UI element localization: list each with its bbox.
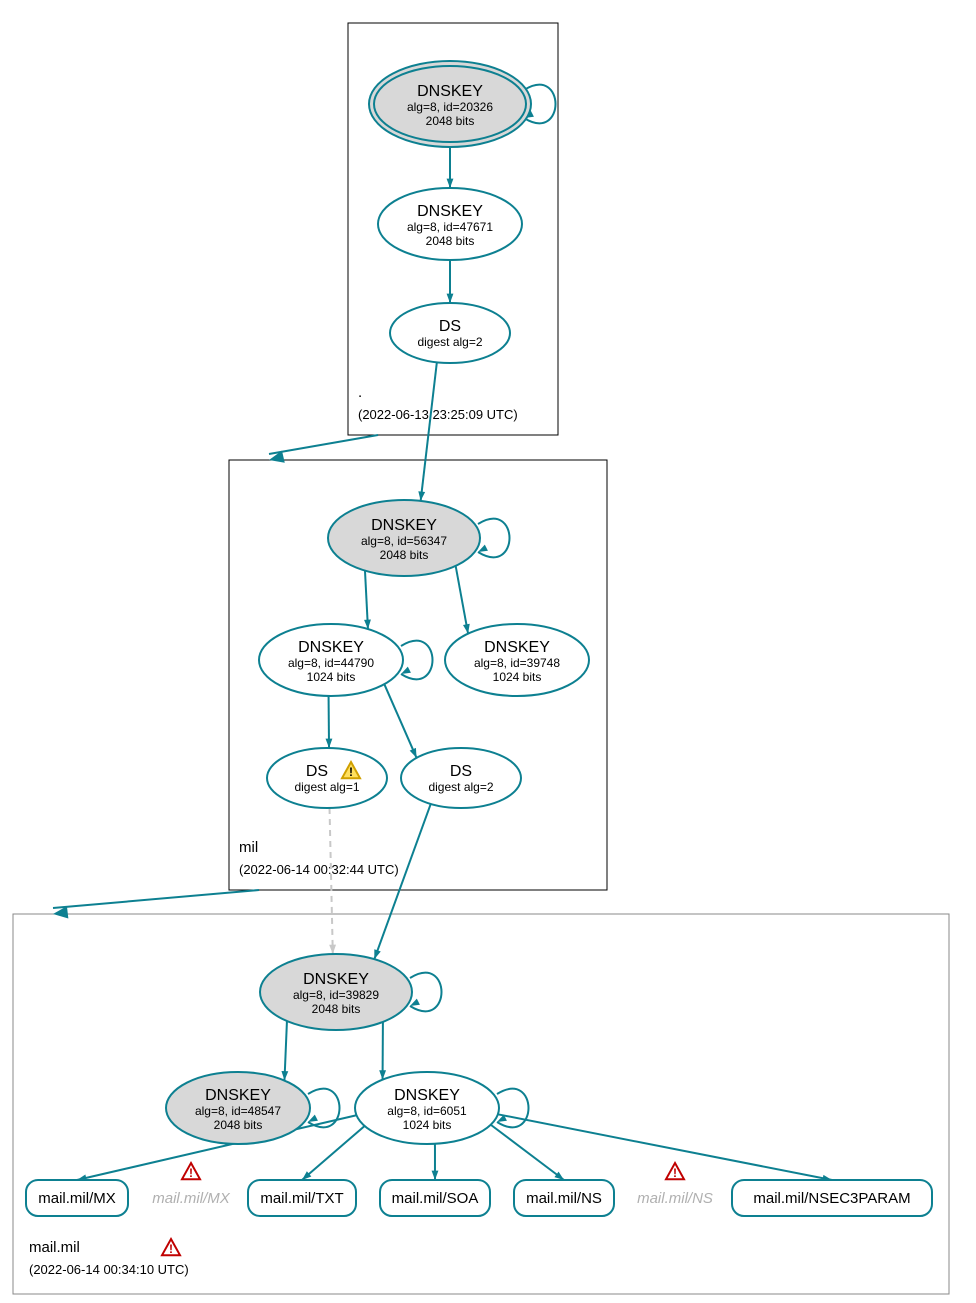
edge (374, 804, 430, 959)
rr_mx: mail.mil/MX (26, 1180, 128, 1216)
zone-delegation-edge (269, 435, 378, 454)
node-line3: 2048 bits (214, 1118, 263, 1132)
rr_soa: mail.mil/SOA (380, 1180, 490, 1216)
node-title: DNSKEY (394, 1087, 460, 1104)
node-line2: alg=8, id=39829 (293, 988, 379, 1002)
node-line2: alg=8, id=56347 (361, 534, 447, 548)
node-line3: 2048 bits (426, 114, 475, 128)
node-title: DNSKEY (303, 971, 369, 988)
node-line2: alg=8, id=6051 (387, 1104, 467, 1118)
node-line2: alg=8, id=48547 (195, 1104, 281, 1118)
svg-text:!: ! (189, 1166, 193, 1180)
node-mm_zsk1: DNSKEYalg=8, id=485472048 bits (166, 1072, 310, 1144)
zone-label: . (358, 384, 362, 401)
rr_mx2: mail.mil/MX! (152, 1163, 230, 1207)
rr-label: mail.mil/SOA (392, 1190, 479, 1207)
node-mil_zsk1: DNSKEYalg=8, id=447901024 bits (259, 624, 403, 696)
node-line3: 2048 bits (312, 1002, 361, 1016)
node-line2: alg=8, id=39748 (474, 656, 560, 670)
edge-selfloop (497, 1089, 529, 1128)
zone-label: mail.mil (29, 1239, 80, 1256)
edge-selfloop (308, 1089, 340, 1128)
node-line2: digest alg=2 (428, 780, 493, 794)
node-title: DNSKEY (417, 83, 483, 100)
edge-selfloop (478, 519, 510, 558)
node-title: DNSKEY (205, 1087, 271, 1104)
warning-icon: ! (182, 1163, 200, 1180)
warning-icon: ! (666, 1163, 684, 1180)
node-line2: alg=8, id=47671 (407, 220, 493, 234)
dnssec-graph: . (2022-06-13 23:25:09 UTC) mil (2022-06-14… (0, 0, 976, 1303)
edge-selfloop (401, 641, 433, 680)
zone-timestamp: (2022-06-13 23:25:09 UTC) (358, 407, 518, 422)
node-line2: alg=8, id=44790 (288, 656, 374, 670)
node-title: DS (439, 318, 461, 335)
edge (491, 1125, 564, 1180)
node-line2: digest alg=1 (294, 780, 359, 794)
node-line3: 1024 bits (307, 670, 356, 684)
rr_nsec3: mail.mil/NSEC3PARAM (732, 1180, 932, 1216)
rr-label: mail.mil/NSEC3PARAM (753, 1190, 910, 1207)
edge (421, 362, 437, 501)
rr-label: mail.mil/MX (152, 1190, 230, 1207)
node-title: DNSKEY (484, 639, 550, 656)
svg-text:!: ! (169, 1242, 173, 1256)
node-root_ds: DSdigest alg=2 (390, 303, 510, 363)
node-line3: 2048 bits (380, 548, 429, 562)
node-mm_zsk2: DNSKEYalg=8, id=60511024 bits (355, 1072, 499, 1144)
rr_txt: mail.mil/TXT (248, 1180, 356, 1216)
rr-label: mail.mil/NS (526, 1190, 602, 1207)
zone-timestamp: (2022-06-14 00:32:44 UTC) (239, 862, 399, 877)
node-mil_ds2: DSdigest alg=2 (401, 748, 521, 808)
edge (384, 684, 416, 758)
edge (302, 1126, 365, 1180)
node-line3: 1024 bits (403, 1118, 452, 1132)
svg-text:!: ! (673, 1166, 677, 1180)
node-line2: alg=8, id=20326 (407, 100, 493, 114)
rr-label: mail.mil/NS (637, 1190, 713, 1207)
node-title: DNSKEY (371, 517, 437, 534)
node-mil_ksk: DNSKEYalg=8, id=563472048 bits (328, 500, 480, 576)
rr_ns: mail.mil/NS (514, 1180, 614, 1216)
node-title: DNSKEY (417, 203, 483, 220)
warning-icon: ! (162, 1239, 180, 1256)
node-title: DS (450, 763, 472, 780)
node-mm_ksk: DNSKEYalg=8, id=398292048 bits (260, 954, 412, 1030)
node-title: DNSKEY (298, 639, 364, 656)
rr-label: mail.mil/MX (38, 1190, 116, 1207)
node-mil_zsk2: DNSKEYalg=8, id=397481024 bits (445, 624, 589, 696)
node-root_zsk: DNSKEYalg=8, id=476712048 bits (378, 188, 522, 260)
node-root_ksk: DNSKEYalg=8, id=203262048 bits (369, 61, 531, 147)
zone-delegation-edge (53, 890, 259, 908)
edge-selfloop (410, 973, 442, 1012)
rr-label: mail.mil/TXT (260, 1190, 343, 1207)
node-line3: 2048 bits (426, 234, 475, 248)
edge (330, 808, 333, 954)
node-line3: 1024 bits (493, 670, 542, 684)
zone-timestamp: (2022-06-14 00:34:10 UTC) (29, 1262, 189, 1277)
edge (456, 566, 468, 634)
node-mil_ds1: DSdigest alg=1! (267, 748, 387, 808)
zone-label: mil (239, 839, 258, 856)
svg-text:!: ! (349, 765, 353, 779)
node-line2: digest alg=2 (417, 335, 482, 349)
rr_ns2: mail.mil/NS! (637, 1163, 713, 1207)
node-title: DS (306, 763, 328, 780)
edge (498, 1114, 832, 1180)
